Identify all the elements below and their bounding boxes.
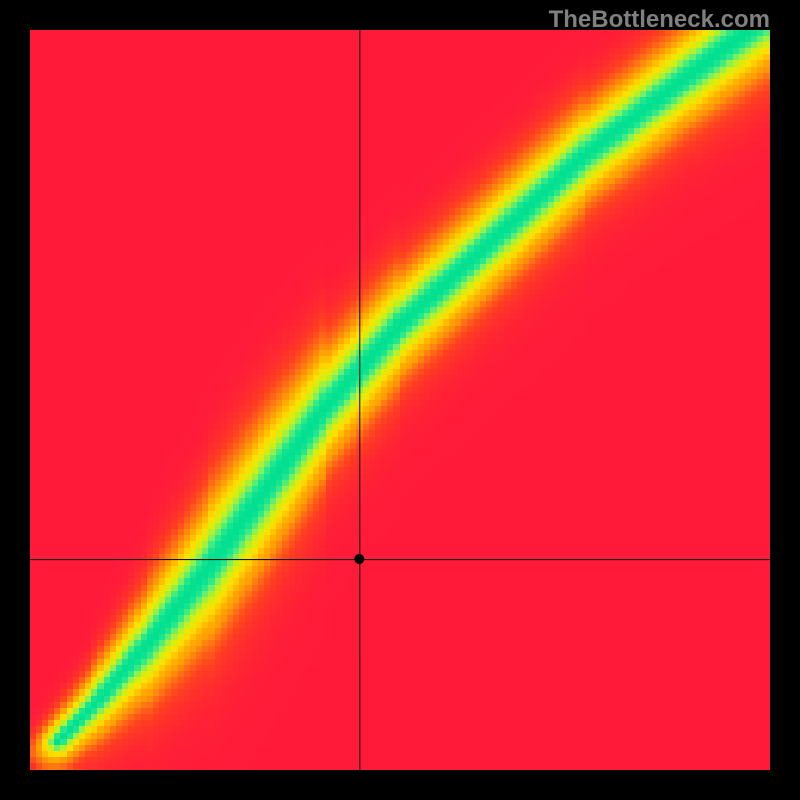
- watermark-text: TheBottleneck.com: [549, 6, 770, 34]
- heatmap-canvas: [30, 30, 770, 770]
- chart-container: TheBottleneck.com: [0, 0, 800, 800]
